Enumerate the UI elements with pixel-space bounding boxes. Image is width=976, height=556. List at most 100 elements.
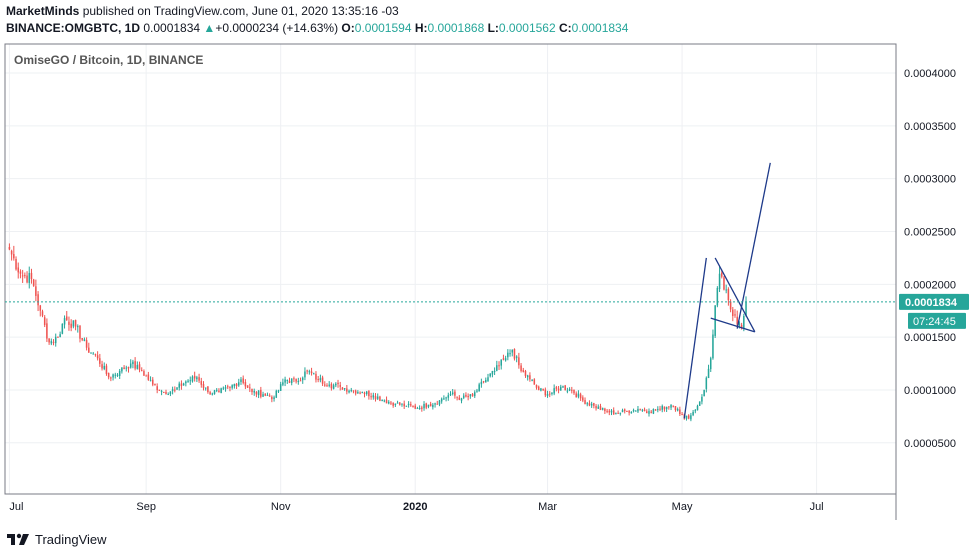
candle [522,367,525,373]
candle-body [277,390,280,392]
candle-body [21,275,24,277]
candle [264,393,267,397]
candle-body [639,409,641,411]
candle-body [240,379,242,382]
candle-body [154,383,156,386]
candle [491,370,494,378]
candle [220,387,222,394]
candle [696,404,699,411]
candle [8,243,11,251]
candle-body [337,382,339,385]
candle [571,386,573,394]
candle [103,362,106,371]
candle [643,407,646,412]
author-name[interactable]: MarketMinds [6,4,80,18]
candle-body [701,396,703,402]
candle-body [736,316,738,325]
candle-body [233,384,236,387]
candle [105,363,108,376]
candle-body [112,374,114,378]
candle-body [462,395,465,398]
candle-body [163,391,165,393]
candle [385,396,388,404]
candle [116,373,119,377]
candle-body [575,393,577,398]
candle-body [321,377,324,384]
candle-body [694,410,697,412]
candle [520,363,522,373]
candle [46,318,48,342]
candle [544,387,547,398]
candle-body [729,301,732,310]
time-axis[interactable]: Jul Sep Nov 2020 Mar May Jul [9,501,823,513]
candle [196,375,198,383]
candle-body [229,386,231,388]
price-tick-label: 0.0004000 [904,68,956,80]
symbol-label: BINANCE:OMGBTC, 1D [6,21,140,35]
candle-body [35,286,37,296]
candle-body [593,403,595,406]
candle-body [32,279,35,286]
candle [745,296,747,317]
candle [531,379,533,382]
candle [727,287,730,306]
candle-body [88,347,90,353]
candle [575,391,577,398]
chart-area[interactable]: OmiseGO / Bitcoin, 1D, BINANCE 0.0004000… [0,42,976,522]
candle-body [68,321,70,325]
candle [740,322,743,330]
candle [709,356,712,372]
candle [118,368,121,380]
candle-body [412,405,414,407]
candle-body [740,324,743,329]
price-chart[interactable]: OmiseGO / Bitcoin, 1D, BINANCE 0.0004000… [0,42,976,522]
candle [471,393,474,397]
candle [268,393,271,397]
tradingview-logo-icon[interactable] [6,531,30,547]
candle [154,383,156,386]
candle-body [381,400,383,402]
candle [672,405,675,408]
candle [129,359,132,369]
candle-body [606,410,608,412]
footer-brand[interactable]: TradingView [35,531,107,547]
candle [350,387,353,393]
candle-body [604,408,606,412]
candle-body [621,409,624,413]
candle-body [451,392,454,394]
candle-body [687,415,690,419]
price-axis[interactable]: 0.0004000 0.0003500 0.0003000 0.0002500 0.00… [904,68,956,450]
candle-body [641,409,644,411]
candle [590,401,593,408]
candle-body [72,320,75,327]
candle [535,384,538,390]
candle [577,390,580,399]
candle [383,399,386,403]
candle [231,384,233,390]
candle [101,360,103,371]
candle-body [147,374,150,380]
candle [469,393,472,399]
candle-body [617,412,619,414]
candle-body [610,410,613,413]
candle-body [460,398,463,401]
candle [151,377,154,387]
candle-body [26,275,28,283]
candle [628,410,630,416]
candle-body [533,379,536,385]
candle-body [94,354,97,356]
candle [176,387,178,391]
candle [542,388,544,391]
candle [193,371,196,382]
candle-body [626,410,628,412]
candle [546,390,549,398]
candle-body [273,397,275,400]
candle [443,395,445,400]
trendlines[interactable] [683,162,771,419]
candle [61,323,64,335]
candle [88,342,90,353]
candle [646,409,648,414]
candle-body [160,390,163,392]
grid-lines [5,44,896,494]
candle-body [354,390,357,394]
